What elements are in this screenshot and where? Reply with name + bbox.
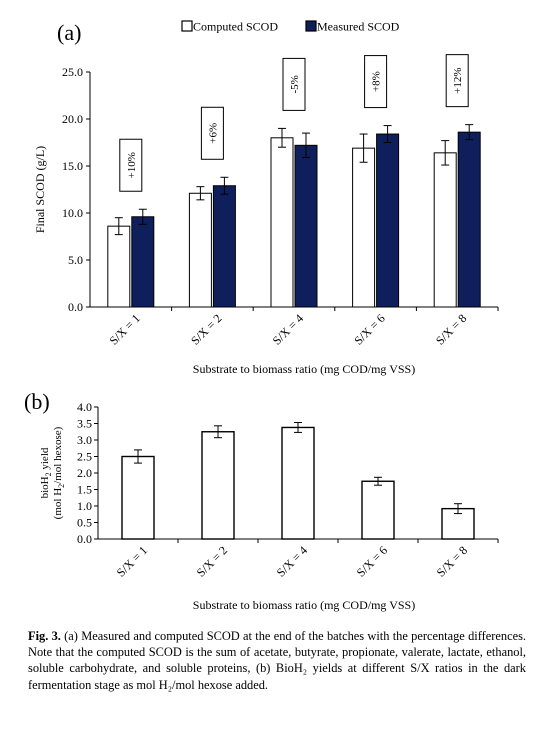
caption-text: (a) Measured and computed SCOD at the en… <box>28 629 526 692</box>
x-axis-title: Substrate to biomass ratio (mg COD/mg VS… <box>193 362 415 376</box>
y-tick-label: 3.0 <box>77 433 92 447</box>
legend-label-measured: Measured SCOD <box>317 20 400 34</box>
percent-diff-box <box>445 54 469 108</box>
legend-swatch-computed <box>181 20 193 32</box>
x-category-label: S/X = 6 <box>354 543 390 579</box>
x-category-label: S/X = 2 <box>188 311 224 347</box>
percent-diff-label: +10% <box>126 152 138 178</box>
x-category-label: S/X = 6 <box>351 311 387 347</box>
legend-label-computed: Computed SCOD <box>193 20 278 34</box>
bar-bioh2-yield <box>281 426 315 540</box>
bar-computed <box>270 137 294 308</box>
percent-diff-box <box>200 106 224 160</box>
bar-computed <box>433 152 457 308</box>
y-tick-label: 3.5 <box>77 417 92 431</box>
percent-diff-box <box>119 138 143 192</box>
y-tick-label: 4.0 <box>77 400 92 414</box>
x-axis-title: Substrate to biomass ratio (mg COD/mg VS… <box>193 598 415 612</box>
x-category-label: S/X = 2 <box>194 543 230 579</box>
y-tick-label: 0.0 <box>77 532 92 546</box>
caption-label: Fig. 3. <box>28 629 61 643</box>
bar-measured <box>376 133 400 308</box>
y-tick-label: 0.0 <box>68 300 83 314</box>
x-category-label: S/X = 1 <box>107 311 143 347</box>
bar-computed <box>107 225 131 308</box>
bar-computed <box>352 147 376 308</box>
x-category-label: S/X = 4 <box>270 311 306 347</box>
y-tick-label: 10.0 <box>62 206 83 220</box>
y-tick-label: 2.5 <box>77 450 92 464</box>
x-category-label: S/X = 1 <box>114 543 150 579</box>
percent-diff-label: +12% <box>452 67 464 93</box>
bar-bioh2-yield <box>121 455 155 540</box>
bar-measured <box>457 131 481 308</box>
panel-b-label: (b) <box>24 389 50 414</box>
percent-diff-label: -5% <box>289 75 301 93</box>
percent-diff-box <box>282 57 306 111</box>
y-tick-label: 2.0 <box>77 466 92 480</box>
y-tick-label: 20.0 <box>62 112 83 126</box>
y-tick-label: 1.5 <box>77 483 92 497</box>
y-axis-title-line2: (mol H2​/mol hexose) <box>52 426 66 519</box>
y-axis-title-line1: bioH2​ yield <box>39 447 53 498</box>
bar-computed <box>188 192 212 308</box>
percent-diff-label: +6% <box>207 123 219 144</box>
percent-diff-box <box>364 55 388 109</box>
x-category-label: S/X = 8 <box>434 543 470 579</box>
x-category-label: S/X = 8 <box>433 311 469 347</box>
y-tick-label: 1.0 <box>77 499 92 513</box>
bar-measured <box>131 216 155 308</box>
bar-bioh2-yield <box>201 431 235 540</box>
figure-caption: Fig. 3. (a) Measured and computed SCOD a… <box>28 628 526 693</box>
bar-bioh2-yield <box>361 480 395 540</box>
y-tick-label: 15.0 <box>62 159 83 173</box>
chart-a: (a) Computed SCOD Measured SCOD 0.0 5.0 10.0 1… <box>33 20 499 376</box>
y-axis-title: Final SCOD (g/L) <box>33 146 47 233</box>
bar-measured <box>294 144 318 308</box>
chart-b: (b) 0.0 0.5 1.0 1.5 2.0 2.5 3.0 3.5 4.0 bioH2​ yie… <box>24 389 499 612</box>
percent-diff-label: +8% <box>371 71 383 92</box>
x-category-label: S/X = 4 <box>274 543 310 579</box>
y-tick-label: 5.0 <box>68 253 83 267</box>
legend-swatch-measured <box>305 20 317 32</box>
y-tick-label: 25.0 <box>62 65 83 79</box>
y-tick-label: 0.5 <box>77 516 92 530</box>
panel-a-label: (a) <box>57 20 81 45</box>
bar-measured <box>212 185 236 308</box>
